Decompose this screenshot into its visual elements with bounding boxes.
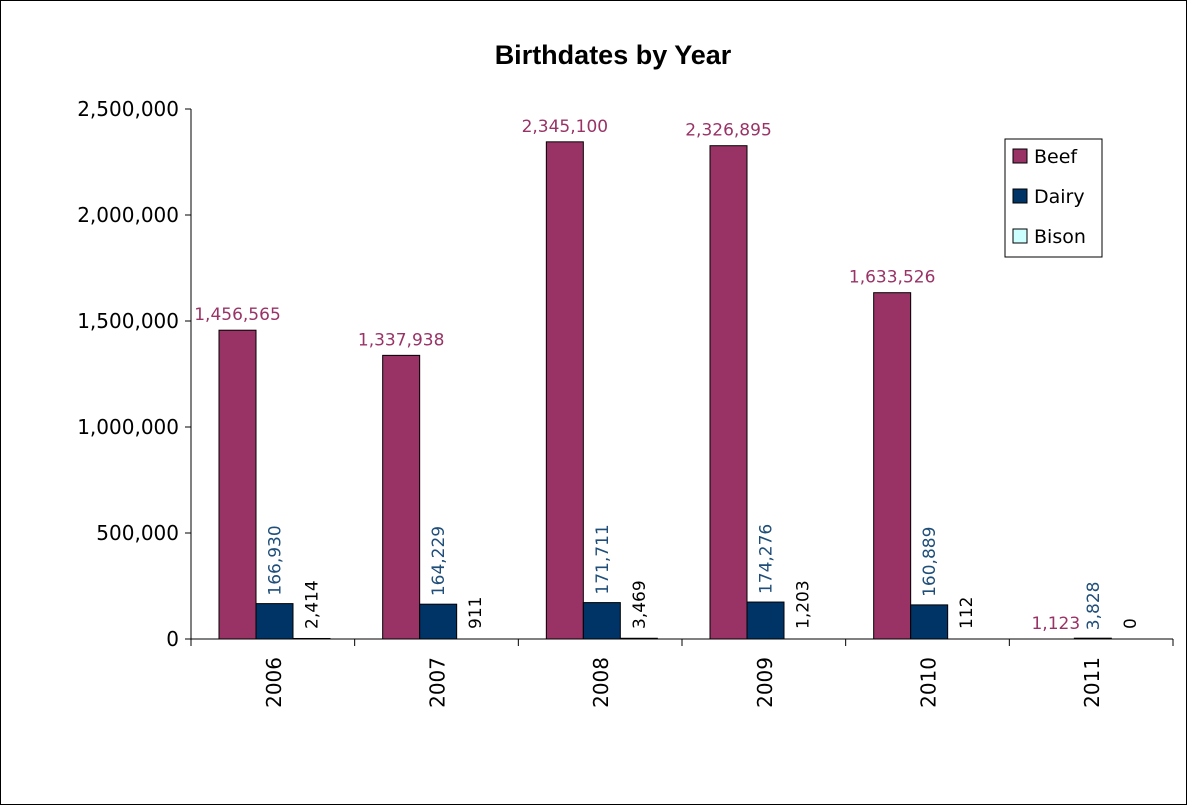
bar-beef <box>218 329 257 640</box>
data-label-beef: 2,345,100 <box>522 117 609 137</box>
bars <box>218 141 1112 640</box>
legend-swatch-bison <box>1012 228 1028 244</box>
data-labels: 1,456,565 1,337,938 2,345,100 2,326,895 1,63… <box>194 117 1141 634</box>
data-label-dairy: 164,229 <box>429 526 449 596</box>
bar-dairy <box>419 603 458 640</box>
y-tick-label: 0 <box>166 627 179 651</box>
y-axis: 0 500,000 1,000,000 1,500,000 2,000,000 2,500… <box>77 97 192 651</box>
bar-dairy <box>746 601 785 640</box>
data-label-dairy: 174,276 <box>757 524 777 594</box>
data-label-bison: 3,469 <box>630 580 650 629</box>
bar-dairy <box>910 604 949 640</box>
legend-swatch-beef <box>1012 148 1028 164</box>
legend-label-beef: Beef <box>1034 146 1078 168</box>
y-tick-label: 2,000,000 <box>77 203 179 227</box>
x-tick-label: 2011 <box>1080 657 1104 708</box>
data-label-dairy: 166,930 <box>266 525 286 595</box>
data-label-bison: 112 <box>957 597 977 629</box>
data-label-bison: 2,414 <box>303 580 323 629</box>
data-label-beef: 1,123 <box>1031 614 1080 634</box>
data-label-bison: 911 <box>466 597 486 629</box>
y-tick-label: 1,500,000 <box>77 309 179 333</box>
bar-beef <box>545 141 584 640</box>
legend-label-dairy: Dairy <box>1034 186 1085 208</box>
data-label-dairy: 160,889 <box>920 527 940 597</box>
x-tick-label: 2009 <box>753 657 777 708</box>
y-tick-label: 1,000,000 <box>77 415 179 439</box>
bar-dairy <box>255 603 294 640</box>
data-label-dairy: 3,828 <box>1084 582 1104 631</box>
data-label-dairy: 171,711 <box>593 524 613 594</box>
bar-beef <box>709 145 748 640</box>
x-tick-label: 2008 <box>589 657 613 708</box>
data-label-beef: 1,456,565 <box>194 305 281 325</box>
bar-beef <box>873 292 912 640</box>
x-tick-label: 2007 <box>426 657 450 708</box>
legend-label-bison: Bison <box>1034 226 1086 248</box>
bar-bison <box>292 637 331 640</box>
y-tick-label: 2,500,000 <box>77 97 179 121</box>
bar-bison <box>619 637 658 640</box>
x-axis: 2006 2007 2008 2009 2010 2011 <box>190 638 1174 708</box>
y-tick-label: 500,000 <box>96 521 179 545</box>
data-label-bison: 0 <box>1121 618 1141 629</box>
legend-swatch-dairy <box>1012 188 1028 204</box>
data-label-bison: 1,203 <box>794 580 814 629</box>
data-label-beef: 1,337,938 <box>358 330 445 350</box>
data-label-beef: 2,326,895 <box>685 121 772 141</box>
x-tick-label: 2010 <box>917 657 941 708</box>
chart-title: Birthdates by Year <box>495 40 732 70</box>
bar-beef <box>382 354 421 640</box>
data-label-beef: 1,633,526 <box>849 268 936 288</box>
x-tick-label: 2006 <box>262 657 286 708</box>
bar-dairy <box>1073 637 1112 640</box>
legend: Beef Dairy Bison <box>1004 138 1103 258</box>
bar-dairy <box>582 602 621 640</box>
